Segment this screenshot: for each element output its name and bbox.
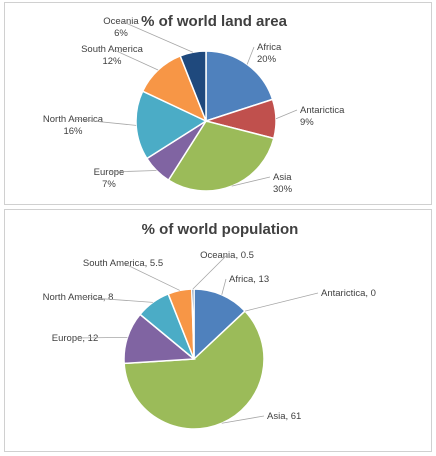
slice-label-europe: Europe 7%: [94, 167, 125, 190]
pie-slice-africa: [193, 288, 247, 361]
slice-label-north-america: North America 16%: [43, 114, 104, 137]
leader-line-europe: [108, 170, 157, 173]
slice-label-south-america: South America 12%: [81, 44, 143, 67]
slice-label-oceania: Oceania 6%: [103, 16, 139, 39]
pie-labels: Africa, 13 Antarictica, 0 Asia, 61 Europe, …: [43, 250, 376, 424]
leader-line-north-america: [72, 118, 137, 126]
leader-line-africa: [221, 278, 227, 295]
slice-label-asia: Asia 30%: [273, 172, 293, 195]
land-area-chart-panel: % of world land area Africa 20% Antarictic…: [4, 2, 432, 205]
leader-line-oceania: [120, 20, 194, 53]
slice-label-africa: Africa 20%: [257, 42, 282, 65]
leader-line-north-america: [77, 296, 153, 303]
pie-slices: [123, 288, 265, 430]
leader-line-antarictica: [244, 292, 319, 312]
slice-label-south-america: South America, 5.5: [83, 258, 163, 269]
leader-line-europe: [74, 336, 128, 339]
leader-line-south-america: [111, 48, 159, 71]
population-pie-chart: % of world population Africa, 13 Antarict…: [43, 221, 376, 430]
pie-slice-asia: [123, 310, 265, 430]
chart-title: % of world population: [142, 221, 299, 238]
pie-slice-africa: [205, 50, 274, 123]
leader-line-antarictica: [275, 109, 298, 120]
leader-line-oceania: [192, 254, 228, 290]
leader-line-asia: [231, 176, 271, 187]
leader-line-africa: [246, 46, 255, 65]
pie-slice-asia: [167, 120, 275, 192]
pie-labels: Africa 20% Antarictica 9% Asia 30% Europe 7% Nor…: [43, 16, 345, 195]
pie-slice-north-america: [135, 90, 208, 160]
population-chart-panel: % of world population Africa, 13 Antarict…: [4, 209, 432, 452]
slice-label-asia: Asia, 61: [267, 411, 301, 422]
pie-slice-oceania: [179, 50, 207, 122]
slice-label-africa: Africa, 13: [229, 274, 269, 285]
pie-slices: [135, 50, 277, 192]
chart-title: % of world land area: [141, 13, 288, 30]
slice-label-antarictica: Antarictica, 0: [321, 288, 376, 299]
slice-label-antarictica: Antarictica 9%: [300, 105, 345, 128]
leader-line-asia: [221, 415, 265, 424]
land-area-pie-chart: % of world land area Africa 20% Antarictic…: [43, 13, 345, 195]
slice-label-europe: Europe, 12: [52, 333, 98, 344]
slice-label-north-america: North America, 8: [43, 292, 114, 303]
leader-line-south-america: [122, 262, 180, 291]
